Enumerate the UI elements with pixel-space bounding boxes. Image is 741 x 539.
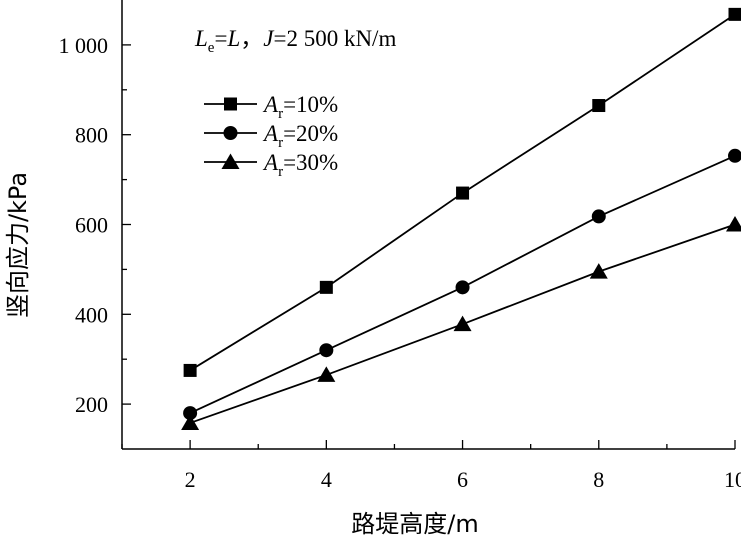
series-square — [183, 7, 741, 377]
annotation-le-sub: e — [208, 40, 215, 56]
x-axis-title: 路堤高度/m — [351, 510, 478, 538]
legend-subscript: r — [278, 135, 283, 151]
y-tick-label: 200 — [75, 392, 108, 417]
legend-label: Ar=10% — [262, 92, 338, 122]
legend-value: =10% — [283, 92, 338, 117]
legend-label: Ar=30% — [262, 150, 338, 180]
x-tick-label: 2 — [185, 467, 196, 492]
y-tick-label: 800 — [75, 123, 108, 148]
y-tick-label: 400 — [75, 302, 108, 327]
data-point-square — [456, 186, 470, 200]
data-point-triangle — [181, 414, 200, 430]
data-point-square — [183, 363, 197, 377]
data-point-triangle — [726, 216, 741, 232]
data-point-circle — [455, 280, 470, 295]
data-point-square — [728, 7, 741, 21]
legend-subscript: r — [278, 106, 283, 122]
annotation-eq: = — [214, 26, 227, 51]
y-tick-label: 600 — [75, 213, 108, 238]
annotation-j-value: =2 500 kN/m — [273, 26, 396, 51]
x-tick-label: 8 — [593, 467, 604, 492]
legend-marker-triangle — [221, 153, 240, 169]
legend: Ar=10%Ar=20%Ar=30% — [204, 92, 338, 180]
legend-symbol: A — [262, 92, 279, 117]
data-point-square — [319, 280, 333, 294]
data-point-triangle — [317, 366, 336, 382]
legend-marker-square — [224, 97, 237, 111]
legend-item: Ar=20% — [204, 121, 338, 151]
legend-value: =30% — [283, 150, 338, 175]
legend-value: =20% — [283, 121, 338, 146]
series-triangle — [181, 216, 741, 430]
series-circle — [183, 148, 741, 421]
x-tick-label: 10 — [724, 467, 741, 492]
annotation: Le=L，J=2 500 kN/m — [194, 26, 396, 56]
y-tick-label: 1 000 — [59, 33, 109, 58]
legend-symbol: A — [262, 121, 279, 146]
annotation-le-symbol: L — [194, 26, 208, 51]
data-point-circle — [728, 148, 741, 163]
data-point-circle — [591, 209, 606, 224]
data-point-square — [592, 99, 606, 113]
legend-item: Ar=30% — [204, 150, 338, 180]
annotation-l-symbol: L — [226, 26, 240, 51]
data-point-triangle — [453, 315, 472, 332]
y-axis-title: 竖向应力/kPa — [4, 172, 32, 318]
legend-label: Ar=20% — [262, 121, 338, 151]
x-tick-label: 4 — [321, 467, 332, 492]
legend-item: Ar=10% — [204, 92, 338, 122]
legend-marker-circle — [223, 126, 238, 140]
annotation-j-symbol: J — [263, 26, 275, 51]
axes: 2 4 6 8 10 200 400 600 800 1 000 — [59, 0, 741, 492]
series-layer — [181, 7, 741, 430]
data-point-triangle — [589, 263, 608, 279]
legend-symbol: A — [262, 150, 279, 175]
legend-subscript: r — [278, 164, 283, 180]
data-point-circle — [183, 406, 198, 421]
x-tick-label: 6 — [457, 467, 468, 492]
annotation-sep: ， — [240, 26, 263, 51]
data-point-circle — [319, 343, 334, 358]
